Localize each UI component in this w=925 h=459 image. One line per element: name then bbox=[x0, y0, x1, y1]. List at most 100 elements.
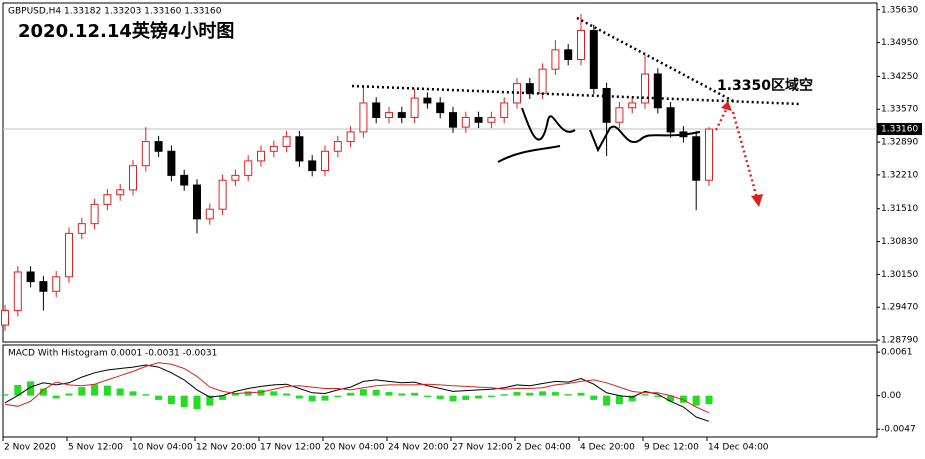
candle-body bbox=[500, 102, 509, 118]
y-tick-label: 0.00 bbox=[881, 391, 901, 401]
histogram-bar bbox=[475, 395, 483, 399]
candle-body bbox=[641, 73, 649, 104]
candle-body bbox=[461, 116, 470, 128]
y-tick-label: 1.30150 bbox=[881, 270, 918, 280]
histogram-bar bbox=[129, 391, 137, 396]
histogram-bar bbox=[308, 395, 316, 402]
x-tick-label: 9 Dec 12:00 bbox=[644, 443, 699, 453]
histogram-bar bbox=[103, 385, 111, 396]
candle-body bbox=[231, 174, 240, 181]
candle-body bbox=[346, 131, 355, 143]
candle-body bbox=[154, 141, 163, 152]
histogram-bar bbox=[91, 384, 99, 396]
candle-body bbox=[449, 112, 457, 128]
histogram-bar bbox=[551, 392, 559, 396]
candle-body bbox=[474, 116, 483, 123]
x-tick-label: 2 Nov 2020 bbox=[4, 443, 56, 453]
candle-body bbox=[589, 30, 598, 89]
y-tick-label: 1.34950 bbox=[881, 38, 918, 48]
y-tick-label: 1.28790 bbox=[881, 336, 918, 346]
candle-body bbox=[269, 145, 278, 152]
candle-body bbox=[65, 232, 73, 278]
y-tick-label: 0.0061 bbox=[881, 348, 913, 358]
candle-body bbox=[602, 87, 611, 123]
histogram-bar bbox=[219, 395, 227, 400]
candle-body bbox=[628, 102, 637, 109]
arrowhead bbox=[721, 101, 732, 111]
histogram-bar bbox=[705, 395, 713, 405]
histogram-bar bbox=[167, 395, 175, 405]
candle-body bbox=[487, 116, 496, 123]
candle-body bbox=[295, 136, 304, 162]
histogram-bar bbox=[423, 395, 431, 398]
candle-body bbox=[385, 112, 393, 118]
marks: 1.35630 1.34950 1.34250 1.33570 1.32890 1.322… bbox=[1, 5, 922, 453]
histogram-bar bbox=[52, 395, 60, 399]
histogram-bar bbox=[372, 389, 380, 396]
candle-body bbox=[116, 189, 125, 196]
histogram-bar bbox=[385, 392, 393, 396]
histogram-bar bbox=[155, 395, 163, 400]
histogram-bar bbox=[334, 395, 342, 398]
histogram-bar bbox=[27, 381, 35, 396]
histogram-bar bbox=[615, 395, 623, 405]
histogram-bar bbox=[539, 391, 547, 396]
candle-body bbox=[423, 97, 432, 104]
candle-body bbox=[1, 310, 9, 326]
x-tick-label: 14 Dec 04:00 bbox=[708, 443, 769, 453]
candle-body bbox=[193, 184, 201, 220]
histogram-bar bbox=[679, 395, 687, 403]
candle-body bbox=[321, 150, 329, 172]
y-tick-label: 1.35630 bbox=[881, 5, 918, 15]
histogram-bar bbox=[39, 388, 47, 396]
y-tick-label: 1.34250 bbox=[881, 72, 918, 82]
candle-body bbox=[525, 83, 534, 94]
candle-body bbox=[39, 281, 48, 292]
histogram-bar bbox=[462, 395, 470, 400]
y-tick-label: 1.30830 bbox=[881, 237, 918, 247]
histogram-bar bbox=[193, 395, 201, 410]
candle-body bbox=[372, 102, 381, 118]
signature bbox=[497, 107, 701, 163]
candle-body bbox=[538, 68, 547, 94]
histogram-bar bbox=[449, 395, 457, 402]
y-tick-label: 1.33570 bbox=[881, 105, 918, 115]
candle-body bbox=[141, 141, 150, 167]
histogram-bar bbox=[590, 395, 598, 400]
candle-body bbox=[615, 107, 624, 123]
histogram-bar bbox=[513, 392, 521, 396]
histogram-bar bbox=[295, 395, 303, 399]
macd-panel-frame bbox=[2, 344, 878, 438]
x-tick-label: 17 Nov 12:00 bbox=[260, 443, 321, 453]
chart-title: 2020.12.14英镑4小时图 bbox=[18, 20, 234, 42]
x-tick-label: 27 Nov 12:00 bbox=[452, 443, 513, 453]
histogram-bar bbox=[411, 392, 419, 396]
x-tick-label: 24 Nov 20:00 bbox=[388, 443, 449, 453]
histogram-bar bbox=[78, 387, 86, 396]
histogram-bar bbox=[500, 394, 508, 396]
candle-body bbox=[244, 160, 253, 176]
candle-body bbox=[653, 73, 662, 109]
candle-body bbox=[564, 49, 573, 60]
candle-body bbox=[282, 136, 291, 147]
candle-body bbox=[551, 49, 560, 70]
candle-body bbox=[77, 223, 86, 234]
candle-body bbox=[333, 141, 342, 152]
annotation: 1.3350区域空 bbox=[717, 77, 813, 94]
histogram-bar bbox=[244, 391, 252, 396]
y-tick-label: 1.32210 bbox=[881, 170, 918, 180]
histogram-bar bbox=[667, 395, 675, 402]
histogram-bar bbox=[564, 394, 572, 396]
candle-body bbox=[257, 150, 265, 162]
last-price-label: 1.33160 bbox=[881, 125, 918, 135]
histogram-bar bbox=[283, 393, 291, 396]
x-tick-label: 5 Nov 12:00 bbox=[68, 443, 123, 453]
x-tick-label: 10 Nov 04:00 bbox=[132, 443, 193, 453]
x-tick-label: 4 Dec 20:00 bbox=[580, 443, 635, 453]
histogram-bar bbox=[641, 394, 649, 396]
last-price-box bbox=[877, 123, 922, 136]
candle-body bbox=[218, 179, 227, 210]
candle-body bbox=[397, 112, 406, 118]
candle-body bbox=[308, 160, 317, 172]
